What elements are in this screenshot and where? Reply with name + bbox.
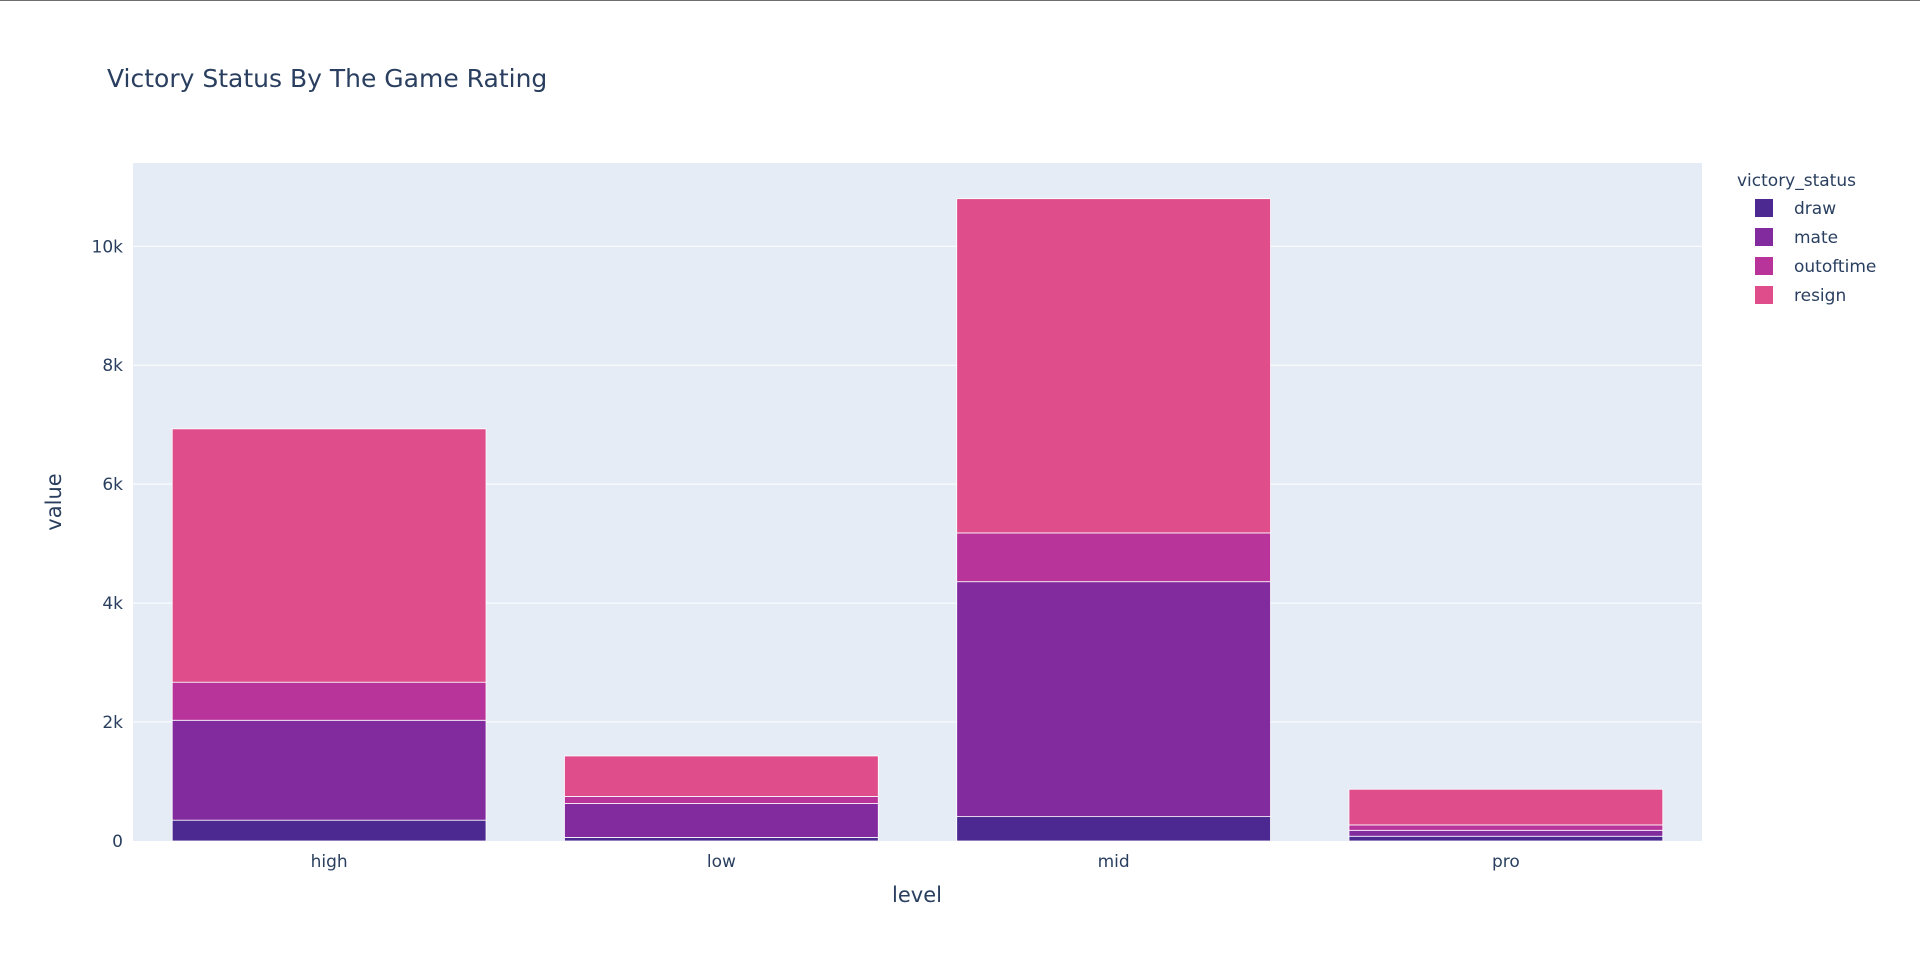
y-tick-label: 4k [102,594,123,614]
bar-segment-outoftime-mid[interactable] [956,532,1271,583]
legend-title: victory_status [1737,171,1856,191]
legend-swatch-draw[interactable] [1755,199,1773,217]
legend-label-resign[interactable]: resign [1794,286,1846,306]
bars [171,198,1664,842]
x-axis-ticks: high low mid pro [311,852,1520,872]
x-axis-title: level [892,883,942,907]
x-tick-label: mid [1098,852,1130,872]
legend-swatch-mate[interactable] [1755,228,1773,246]
legend-label-mate[interactable]: mate [1794,228,1838,248]
legend: victory_status draw mate outoftime resign [1737,171,1876,306]
bar-segment-mate-high[interactable] [171,719,487,821]
bar-segment-draw-high[interactable] [171,819,487,842]
y-tick-label: 0 [112,832,123,852]
x-tick-label: pro [1492,852,1520,872]
bar-segment-draw-pro[interactable] [1348,835,1664,842]
chart-title: Victory Status By The Game Rating [107,64,547,93]
bar-segment-mate-mid[interactable] [956,581,1271,818]
bar-segment-mate-low[interactable] [564,803,879,838]
legend-swatch-resign[interactable] [1755,286,1773,304]
bar-segment-draw-mid[interactable] [956,816,1271,842]
x-tick-label: low [707,852,736,872]
bar-segment-resign-low[interactable] [564,755,879,797]
bar-segment-draw-low[interactable] [564,837,879,842]
bar-segment-outoftime-pro[interactable] [1348,824,1664,831]
y-tick-label: 10k [92,237,124,257]
bar-segment-mate-pro[interactable] [1348,829,1664,837]
window-top-border [0,0,1920,1]
bar-segment-outoftime-low[interactable] [564,795,879,804]
y-tick-label: 6k [102,475,123,495]
bar-segment-resign-high[interactable] [171,428,487,683]
legend-label-draw[interactable]: draw [1794,199,1836,219]
bar-segment-outoftime-high[interactable] [171,681,487,721]
legend-swatch-outoftime[interactable] [1755,257,1773,275]
y-tick-label: 8k [102,356,123,376]
legend-label-outoftime[interactable]: outoftime [1794,257,1876,277]
y-axis-title: value [42,473,66,530]
x-tick-label: high [311,852,348,872]
bar-segment-resign-pro[interactable] [1348,788,1664,826]
y-axis-ticks: 0 2k 4k 6k 8k 10k [92,237,124,852]
y-tick-label: 2k [102,713,123,733]
bar-segment-resign-mid[interactable] [956,198,1271,534]
